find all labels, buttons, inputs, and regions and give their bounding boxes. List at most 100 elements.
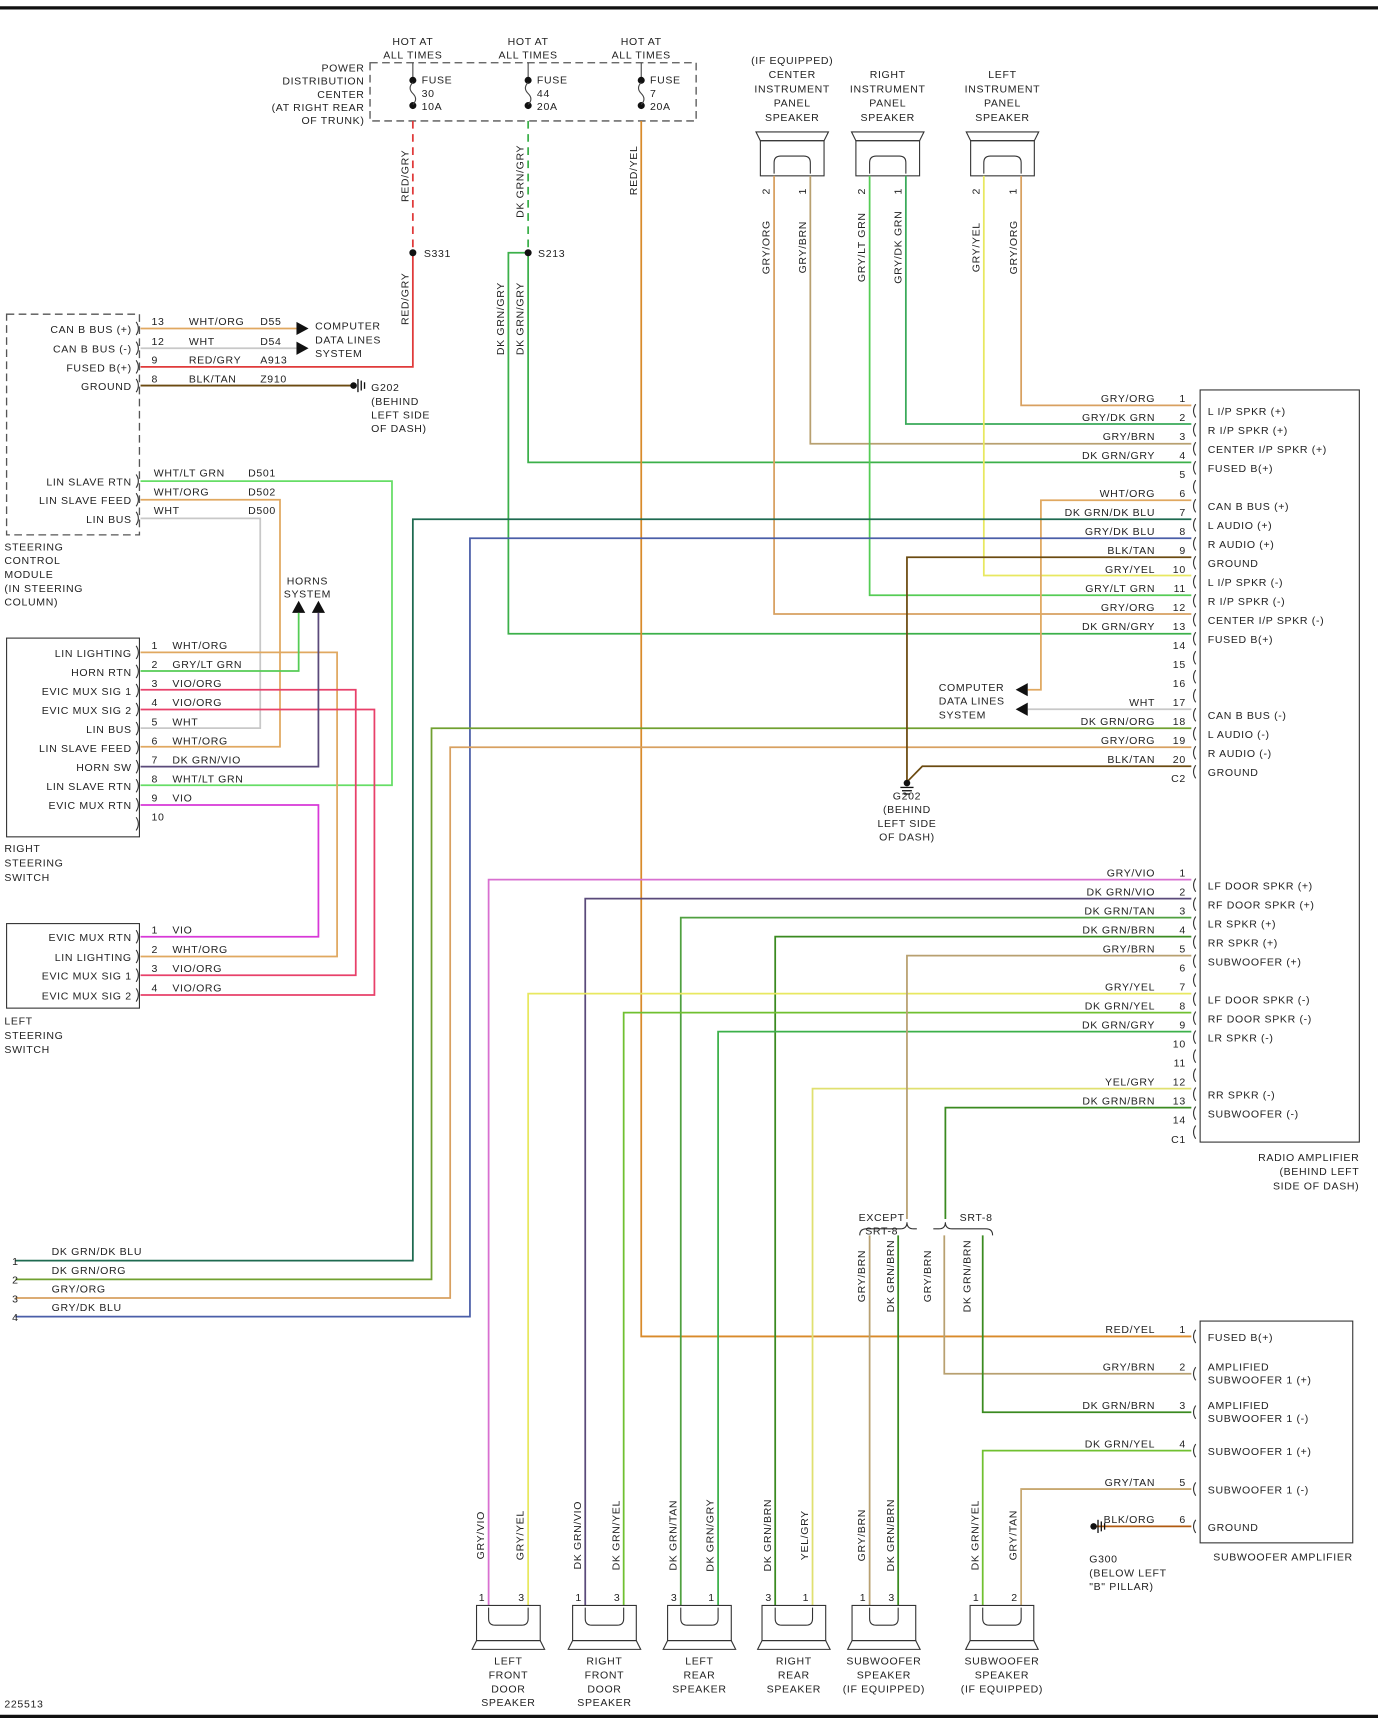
speaker-label: SPEAKER [765,112,819,124]
variant-brace [933,1222,994,1236]
speaker-icon [475,1604,541,1642]
horns-system: HORNS [287,575,328,587]
pin-number: 2 [1011,1592,1018,1604]
speaker-icon [969,1604,1035,1642]
pin-number: 5 [1179,1477,1186,1489]
pin-number: 3 [1179,905,1186,917]
speaker-label: INSTRUMENT [965,83,1041,95]
speaker-coil-icon [869,155,907,174]
speaker-coil-icon [982,1607,1022,1626]
pin-number: 3 [671,1592,678,1604]
wire-label: WHT/ORG [189,316,245,328]
wire-label: VIO [172,924,192,936]
splice-label: S331 [424,248,451,260]
pin-number: 4 [12,1312,19,1324]
pin-function: R AUDIO (+) [1208,539,1275,551]
wire-label: DK GRN/ORG [52,1265,126,1277]
pin-number: 2 [970,188,982,195]
pin-number: 1 [152,924,159,936]
wire [981,1449,1192,1606]
connector-pin-icon [1192,992,1197,1007]
connector-pin-icon [135,929,139,944]
speaker-coil-icon [488,1607,529,1626]
pin-function: CAN B BUS (-) [53,344,132,356]
pin-number: 1 [12,1256,19,1268]
wire-label: GRY/YEL [515,1510,527,1560]
connector-pin-icon [1192,669,1197,684]
wire [140,688,357,977]
wire [640,120,1192,1338]
pin-number: 1 [973,1592,980,1604]
connector-pin-icon [135,474,139,488]
wire [527,992,1192,1606]
pin-function: AMPLIFIED [1208,1361,1270,1373]
speaker-label: INSTRUMENT [850,83,926,95]
connector-pin-icon [1192,1519,1197,1534]
wire-label: GRY/BRN [856,1250,868,1302]
speaker-label: SPEAKER [975,112,1029,124]
wire [140,498,281,748]
pin-number: 10 [1173,1038,1186,1050]
wire-label: DK GRN/DK BLU [1065,507,1155,519]
speaker-coil-icon [773,155,811,174]
connector-pin-icon [135,740,139,755]
wire-label: GRY/LT GRN [856,212,868,282]
pin-function: SUBWOOFER 1 (-) [1208,1484,1309,1496]
splice-dot [409,102,417,110]
wire-label: GRY/BRN [1103,943,1155,955]
wire-label: GRY/BRN [856,1509,868,1561]
wire-label: DK GRN/BRN [1082,924,1155,936]
connector-pin-icon [1192,897,1197,912]
connector-pin-icon [1192,498,1197,513]
wire-label: DK GRN/GRY [495,282,507,355]
wire [1020,175,1192,407]
g300-label: (BELOW LEFT [1089,1567,1166,1579]
pdc-label: DISTRIBUTION [282,76,364,88]
wire-label: RED/GRY [399,150,411,202]
pin-number: 2 [152,659,159,671]
connector-pin-icon [1192,745,1197,760]
pin-number: 12 [1173,1076,1186,1088]
fuse-rating: 20A [650,101,671,113]
pin-function: EVIC MUX RTN [49,800,132,812]
wire [906,765,1192,783]
speaker-icon [471,1640,546,1650]
pin-number: 3 [614,1592,621,1604]
subwoofer-amp-label: SUBWOOFER AMPLIFIER [1213,1551,1352,1563]
pin-number: 5 [1179,469,1186,481]
fuse-rating: 20A [537,101,558,113]
wire-label: GRY/BRN [922,1250,934,1302]
pin-number: 20 [1173,754,1186,766]
wire-label: VIO/ORG [172,983,222,995]
wire-label: WHT/ORG [172,640,228,652]
pin-number: 3 [1179,431,1186,443]
wire [527,252,1192,464]
wire-label: GRY/BRN [1103,431,1155,443]
pin-number: 7 [1179,981,1186,993]
wire [1020,1488,1192,1606]
circuit-label: D500 [248,505,276,517]
connector-pin-icon [1192,954,1197,969]
connector-pin-icon [1192,441,1197,456]
scm-label: MODULE [4,569,53,581]
pin-number: 13 [1173,621,1186,633]
connector-pin-icon [135,378,139,393]
speaker-label: SPEAKER [857,1670,911,1682]
connector-pin-icon [135,778,139,793]
connector-pin-icon [1192,878,1197,893]
speaker-icon [965,131,1040,142]
pin-number: 7 [152,754,159,766]
pin-function: RR SPKR (-) [1208,1089,1276,1101]
circuit-label: D501 [248,468,276,480]
pin-number: 1 [1179,1324,1186,1336]
wire [982,175,1192,577]
pin-function: SUBWOOFER 1 (-) [1208,1413,1309,1425]
splice-dot [409,249,417,257]
wire-label: DK GRN/ORG [1081,716,1155,728]
wire-label: GRY/BRN [797,221,809,273]
speaker-label: SPEAKER [577,1697,631,1709]
pin-number: 6 [1179,1514,1186,1526]
pin-function: HORN SW [76,762,132,774]
pin-number: 2 [12,1275,19,1287]
wire [15,518,1192,1262]
